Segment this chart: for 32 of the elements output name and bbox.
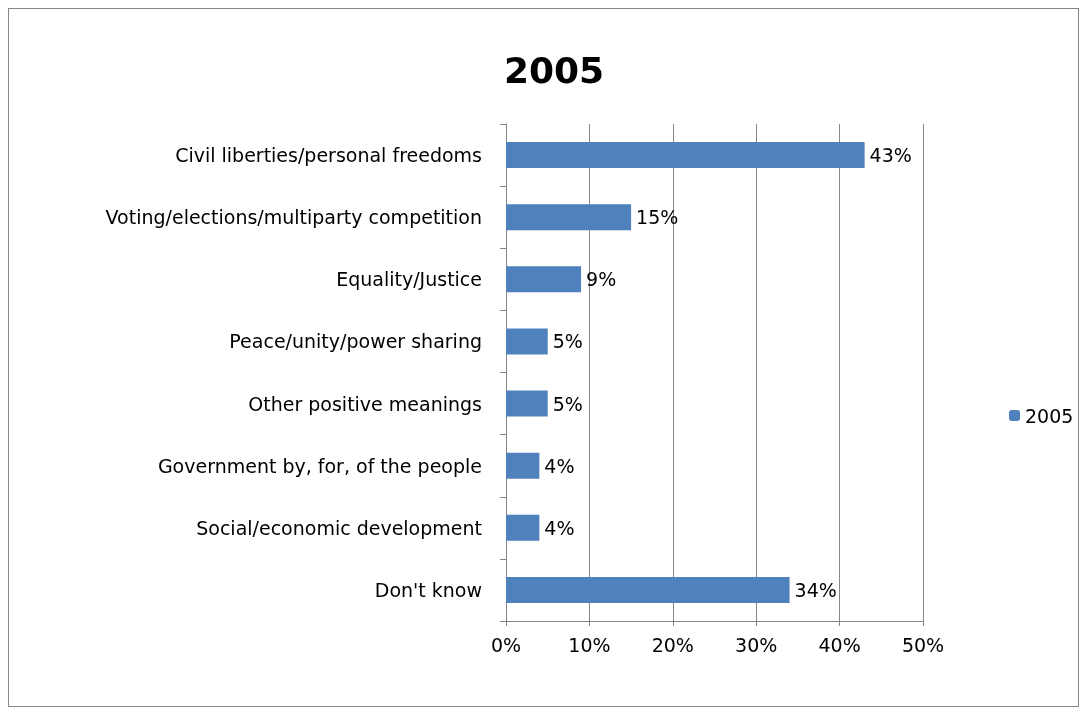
data-label: 9%	[586, 268, 617, 291]
data-label: 5%	[552, 392, 583, 415]
data-label: 34%	[794, 578, 837, 601]
bar	[506, 576, 790, 603]
x-tick-label: 10%	[568, 633, 611, 656]
data-label: 43%	[869, 144, 912, 167]
y-tick-label: Equality/Justice	[336, 268, 482, 291]
y-tick-label: Peace/unity/power sharing	[229, 330, 482, 353]
y-tick-label: Government by, for, of the people	[157, 454, 482, 477]
y-tick-label: Other positive meanings	[248, 392, 482, 415]
data-label: 4%	[544, 454, 575, 477]
y-tick-label: Don't know	[374, 578, 482, 601]
data-label: 4%	[544, 516, 575, 539]
y-tick-label: Voting/elections/multiparty competition	[105, 206, 482, 229]
x-tick-label: 40%	[818, 633, 861, 656]
chart-title: 2005	[503, 49, 605, 91]
x-tick-label: 50%	[901, 633, 945, 656]
bar	[506, 204, 632, 231]
bar	[506, 390, 548, 417]
data-label: 5%	[552, 330, 583, 353]
bar	[506, 514, 540, 541]
y-tick-label: Civil liberties/personal freedoms	[175, 144, 482, 167]
legend-label: 2005	[1025, 404, 1074, 427]
y-tick-label: Social/economic development	[196, 516, 482, 539]
x-tick-label: 20%	[651, 633, 694, 656]
bar	[506, 328, 548, 355]
bar	[506, 266, 582, 293]
bar	[506, 452, 540, 479]
bar	[506, 142, 865, 169]
data-label: 15%	[636, 206, 679, 229]
x-tick-label: 30%	[735, 633, 778, 656]
x-tick-label: 0%	[490, 633, 522, 656]
